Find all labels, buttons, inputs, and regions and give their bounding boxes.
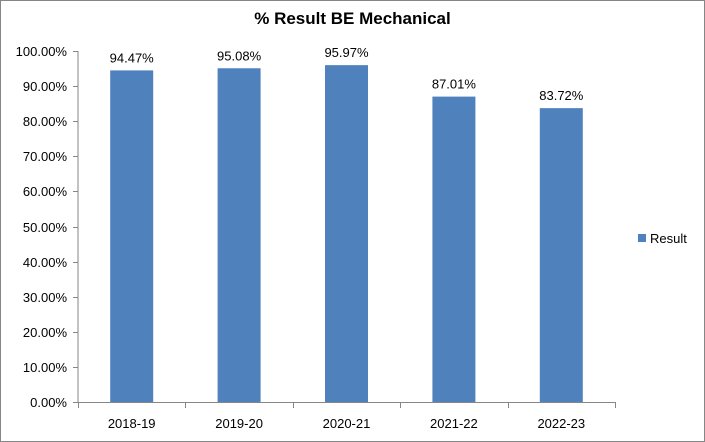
y-tick-label: 30.00% bbox=[23, 290, 68, 305]
y-tick-label: 60.00% bbox=[23, 184, 68, 199]
x-tick-label: 2018-19 bbox=[108, 416, 156, 431]
bar bbox=[110, 70, 154, 402]
x-axis: 2018-19 2019-20 2020-21 2021-22 2022-23 bbox=[78, 402, 616, 431]
chart-title: % Result BE Mechanical bbox=[254, 9, 451, 28]
legend: Result bbox=[638, 231, 687, 246]
x-tick-label: 2020-21 bbox=[323, 416, 371, 431]
legend-label: Result bbox=[650, 231, 687, 246]
data-labels: 94.47% 95.08% 95.97% 87.01% 83.72% bbox=[110, 45, 584, 103]
bar-value-label: 95.97% bbox=[324, 45, 369, 60]
bar bbox=[539, 108, 583, 403]
y-tick-label: 10.00% bbox=[23, 360, 68, 375]
y-tick-label: 0.00% bbox=[30, 395, 67, 410]
x-tick-label: 2022-23 bbox=[537, 416, 585, 431]
y-tick-label: 20.00% bbox=[23, 325, 68, 340]
y-tick-label: 40.00% bbox=[23, 255, 68, 270]
bar-value-label: 83.72% bbox=[539, 88, 584, 103]
bar bbox=[432, 96, 476, 402]
y-tick-label: 90.00% bbox=[23, 79, 68, 94]
bar bbox=[325, 65, 368, 403]
bar bbox=[217, 68, 261, 403]
y-tick-label: 50.00% bbox=[23, 220, 68, 235]
bar-value-label: 87.01% bbox=[432, 77, 477, 92]
bar-value-label: 94.47% bbox=[110, 50, 155, 65]
y-tick-label: 70.00% bbox=[23, 149, 68, 164]
y-tick-label: 80.00% bbox=[23, 114, 68, 129]
y-axis: 0.00% 10.00% 20.00% 30.00% 40.00% 50.00% 60.00… bbox=[16, 44, 79, 410]
x-tick-label: 2019-20 bbox=[215, 416, 263, 431]
y-tick-label: 100.00% bbox=[16, 44, 68, 59]
bars bbox=[110, 65, 583, 403]
x-tick-label: 2021-22 bbox=[430, 416, 478, 431]
legend-swatch bbox=[638, 234, 646, 242]
bar-value-label: 95.08% bbox=[217, 48, 262, 63]
